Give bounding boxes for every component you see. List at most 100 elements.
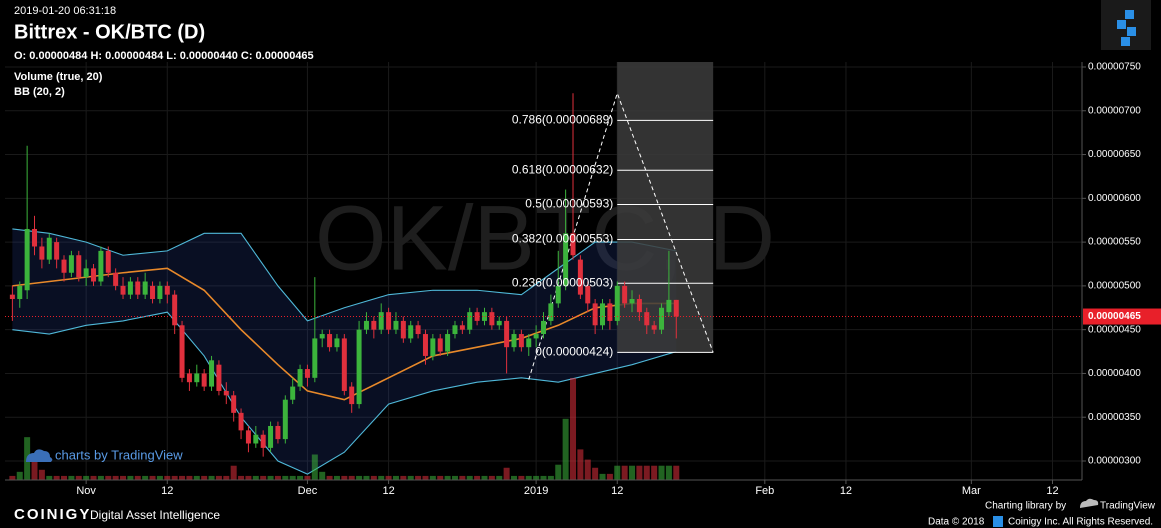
candle-body <box>474 312 480 321</box>
volume-bar <box>437 475 444 480</box>
candle <box>157 281 163 304</box>
candle-body <box>334 338 340 348</box>
candle <box>659 303 665 335</box>
volume-bar <box>31 459 38 480</box>
volume-bar <box>444 475 451 480</box>
candle <box>666 250 672 317</box>
candle <box>253 425 259 448</box>
volume-bar <box>643 465 650 480</box>
candle <box>54 237 60 269</box>
tradingview-icon <box>1080 498 1099 508</box>
volume-bar <box>223 475 230 480</box>
candle-body <box>91 268 97 282</box>
x-tick-label: 2019 <box>524 485 548 497</box>
candle-body <box>386 312 392 330</box>
candle-body <box>437 338 443 352</box>
volume-bar <box>370 475 377 480</box>
volume-bar <box>400 475 407 480</box>
candle-body <box>164 285 170 295</box>
candle <box>304 364 310 387</box>
candle-body <box>400 320 406 339</box>
candle-body <box>201 373 207 387</box>
volume-bar <box>156 475 163 480</box>
candle-body <box>511 334 517 348</box>
fib-label: 0.382(0.00000553) <box>512 232 613 246</box>
volume-bar <box>53 475 60 480</box>
volume-bar <box>46 475 53 480</box>
volume-bar <box>112 475 119 480</box>
volume-bar <box>326 475 333 480</box>
candle-body <box>378 312 384 330</box>
candle <box>127 277 133 300</box>
candle-body <box>113 272 119 286</box>
candle-body <box>312 338 318 378</box>
candle <box>636 294 642 321</box>
y-tick-label: 0.00000400 <box>1088 368 1141 379</box>
y-tick-label: 0.00000650 <box>1088 149 1141 160</box>
candle <box>577 255 583 300</box>
library-by: Charting library by <box>985 501 1066 512</box>
volume-bar <box>429 475 436 480</box>
candle <box>422 329 428 365</box>
candle <box>61 255 67 282</box>
candle <box>408 320 414 343</box>
candle-body <box>245 430 251 444</box>
candle <box>150 281 156 304</box>
volume-bar <box>61 475 68 480</box>
candle <box>260 430 266 457</box>
candle-body <box>541 320 546 335</box>
candle-body <box>127 281 133 295</box>
plot-area <box>5 62 1082 480</box>
candle-body <box>83 268 89 278</box>
candle <box>290 377 296 405</box>
volume-bar <box>142 475 149 480</box>
candle-body <box>61 259 67 273</box>
candle-body <box>282 399 288 440</box>
candle <box>445 329 451 356</box>
axes: 0.00000750 0.00000700 0.00000650 0.00000600… <box>76 62 1161 497</box>
fib-label: 0(0.00000424) <box>535 345 613 359</box>
volume-bar <box>267 475 274 480</box>
volume-bar <box>555 464 562 480</box>
x-tick-label: 12 <box>1046 485 1058 497</box>
candle-body <box>430 338 436 356</box>
volume-bar <box>311 454 318 480</box>
candle <box>194 364 200 387</box>
candle <box>511 329 517 352</box>
logo <box>1101 0 1151 50</box>
fib-label: 0.618(0.00000632) <box>512 162 613 176</box>
volume-bar <box>629 465 636 480</box>
candle-body <box>563 233 569 286</box>
candle-body <box>644 312 650 326</box>
volume-bar <box>385 475 392 480</box>
candle-body <box>504 320 510 348</box>
candle-body <box>46 237 52 260</box>
candle <box>319 329 325 348</box>
x-tick-label: Nov <box>76 485 96 497</box>
candle-body <box>496 320 502 326</box>
volume-bar <box>319 471 326 480</box>
candle-body <box>415 325 421 335</box>
volume-bar <box>665 465 672 480</box>
volume-bar <box>149 475 156 480</box>
candle-body <box>54 242 60 260</box>
candle-body <box>526 338 532 348</box>
candle <box>268 421 274 453</box>
volume-bar <box>289 475 296 480</box>
candle <box>629 290 635 313</box>
candle-body <box>290 386 296 400</box>
volume-bar <box>584 459 591 480</box>
volume-bar <box>356 475 363 480</box>
candle-body <box>319 334 325 339</box>
volume-bar <box>127 475 134 480</box>
candle-body <box>533 334 539 339</box>
datetime: 2019-01-20 06:31:18 <box>14 5 116 17</box>
y-tick-label: 0.00000550 <box>1088 237 1141 248</box>
last-price-box <box>1083 308 1161 325</box>
candle-body <box>179 325 185 378</box>
volume-bar <box>134 475 141 480</box>
candle <box>32 215 38 256</box>
candle <box>275 421 281 444</box>
candle <box>504 316 510 374</box>
